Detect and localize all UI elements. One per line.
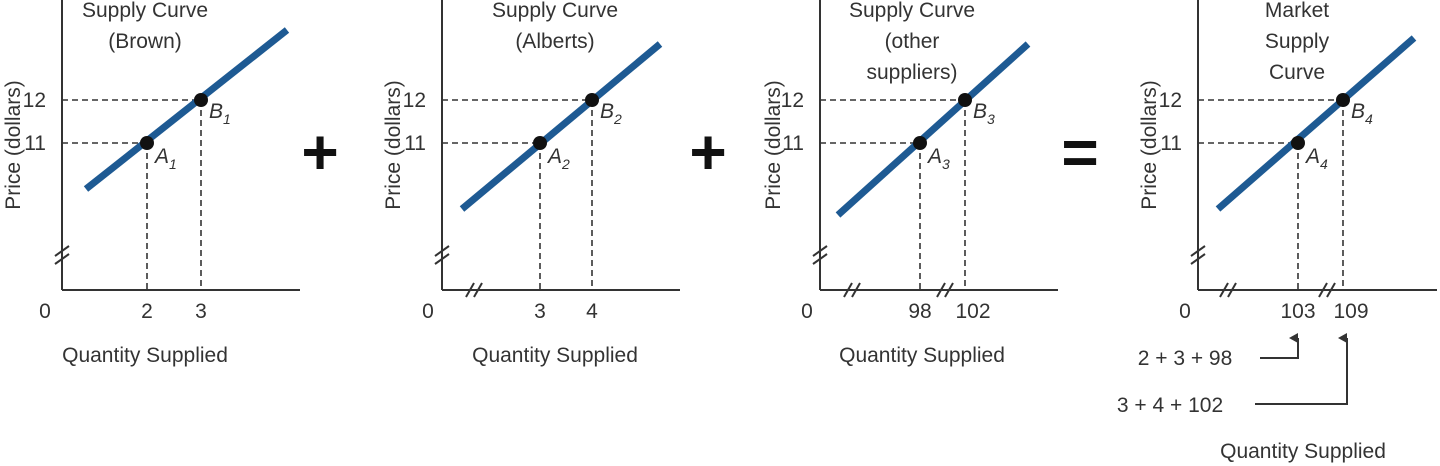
chart4-title-line: Curve <box>1269 61 1325 84</box>
chart2-x-tick-label: 4 <box>586 300 598 323</box>
chart2-origin-label: 0 <box>422 300 434 323</box>
chart1-point-a <box>140 136 154 150</box>
chart2-y-tick-label: 12 <box>403 89 426 112</box>
chart4-origin-label: 0 <box>1179 300 1191 323</box>
chart1-title-line: (Brown) <box>108 30 182 53</box>
chart4-title-line: Market <box>1265 0 1329 22</box>
chart3-y-axis-label: Price (dollars) <box>762 80 785 210</box>
chart4-point-label-b: B4 <box>1351 100 1373 127</box>
chart3-x-axis-break-mid-1 <box>936 282 946 298</box>
chart4-point-label-a: A4 <box>1304 145 1328 172</box>
chart4-title-line: Supply <box>1265 30 1330 53</box>
chart4-y-axis-label: Price (dollars) <box>1138 80 1161 210</box>
equals-operator: = <box>1061 116 1098 188</box>
chart2-x-axis-label: Quantity Supplied <box>472 344 638 367</box>
chart4-x-axis-label: Quantity Supplied <box>1220 440 1386 463</box>
chart2-y-axis-break-1 <box>434 245 450 257</box>
chart2-title-line: (Alberts) <box>515 30 594 53</box>
chart4-y-axis-break-1 <box>1190 245 1206 257</box>
plus-operator: + <box>301 116 338 188</box>
chart3-y-tick-label: 11 <box>782 132 804 155</box>
chart4-supply-line <box>1215 35 1417 212</box>
chart4-x-tick-label: 109 <box>1333 300 1368 323</box>
chart3-point-label-a: A3 <box>926 145 950 172</box>
chart2-y-axis-break-2 <box>434 253 450 265</box>
sum-annotation-a: 2 + 3 + 98 <box>1138 347 1233 370</box>
chart4-point-a <box>1291 136 1305 150</box>
sum-arrow-a <box>1260 333 1299 359</box>
chart1-point-b <box>194 93 208 107</box>
chart3-title-line: suppliers) <box>866 61 957 84</box>
chart1-title-line: Supply Curve <box>82 0 208 22</box>
chart3-origin-label: 0 <box>801 300 813 323</box>
chart4-x-axis-break-2 <box>1227 282 1237 298</box>
plus-operator: + <box>689 116 726 188</box>
chart1-x-tick-label: 3 <box>195 300 207 323</box>
chart2-y-axis-label: Price (dollars) <box>382 80 405 210</box>
chart1-y-axis-label: Price (dollars) <box>2 80 25 210</box>
chart1-y-axis-break-2 <box>54 253 70 265</box>
chart3-x-axis-label: Quantity Supplied <box>839 344 1005 367</box>
sum-annotation-b: 3 + 4 + 102 <box>1117 394 1223 417</box>
chart2-x-axis-break-2 <box>473 282 483 298</box>
chart2-point-b <box>585 93 599 107</box>
chart4-y-tick-label: 11 <box>1160 132 1182 155</box>
chart2-x-axis-break-1 <box>465 282 475 298</box>
chart3-y-axis-break-1 <box>812 245 828 257</box>
chart2-point-label-b: B2 <box>600 100 622 127</box>
chart1-origin-label: 0 <box>39 300 51 323</box>
chart3-x-tick-label: 98 <box>908 300 931 323</box>
chart3-title-line: (other <box>885 30 940 53</box>
chart3-x-axis-break-mid-2 <box>944 282 954 298</box>
chart1-x-axis-label: Quantity Supplied <box>62 344 228 367</box>
chart2-y-tick-label: 11 <box>404 132 426 155</box>
chart1-y-axis-break-1 <box>54 245 70 257</box>
chart4-x-tick-label: 103 <box>1280 300 1315 323</box>
chart2-supply-line <box>459 41 663 212</box>
chart1-supply-line <box>83 27 290 192</box>
chart1-y-tick-label: 12 <box>23 89 46 112</box>
chart2-x-tick-label: 3 <box>534 300 546 323</box>
chart4-x-axis-break-mid-2 <box>1326 282 1336 298</box>
chart4-x-axis-break-1 <box>1219 282 1229 298</box>
chart3-point-b <box>958 93 972 107</box>
chart1-y-tick-label: 11 <box>24 132 46 155</box>
chart3-x-axis-break-2 <box>851 282 861 298</box>
chart2-point-label-a: A2 <box>546 145 570 172</box>
chart3-title-line: Supply Curve <box>849 0 975 22</box>
chart3-x-tick-label: 102 <box>955 300 990 323</box>
chart3-y-axis-break-2 <box>812 253 828 265</box>
chart3-x-axis-break-1 <box>843 282 853 298</box>
chart4-y-tick-label: 12 <box>1159 89 1182 112</box>
chart3-point-label-b: B3 <box>973 100 995 127</box>
chart2-title-line: Supply Curve <box>492 0 618 22</box>
chart1-x-tick-label: 2 <box>141 300 153 323</box>
sum-arrow-b <box>1255 333 1348 405</box>
chart4-point-b <box>1336 93 1350 107</box>
chart4-x-axis-break-mid-1 <box>1318 282 1328 298</box>
chart2-point-a <box>533 136 547 150</box>
chart3-y-tick-label: 12 <box>781 89 804 112</box>
chart3-supply-line <box>835 41 1031 218</box>
chart1-point-label-a: A1 <box>153 145 177 172</box>
chart4-y-axis-break-2 <box>1190 253 1206 265</box>
chart1-point-label-b: B1 <box>209 100 231 127</box>
chart3-point-a <box>913 136 927 150</box>
